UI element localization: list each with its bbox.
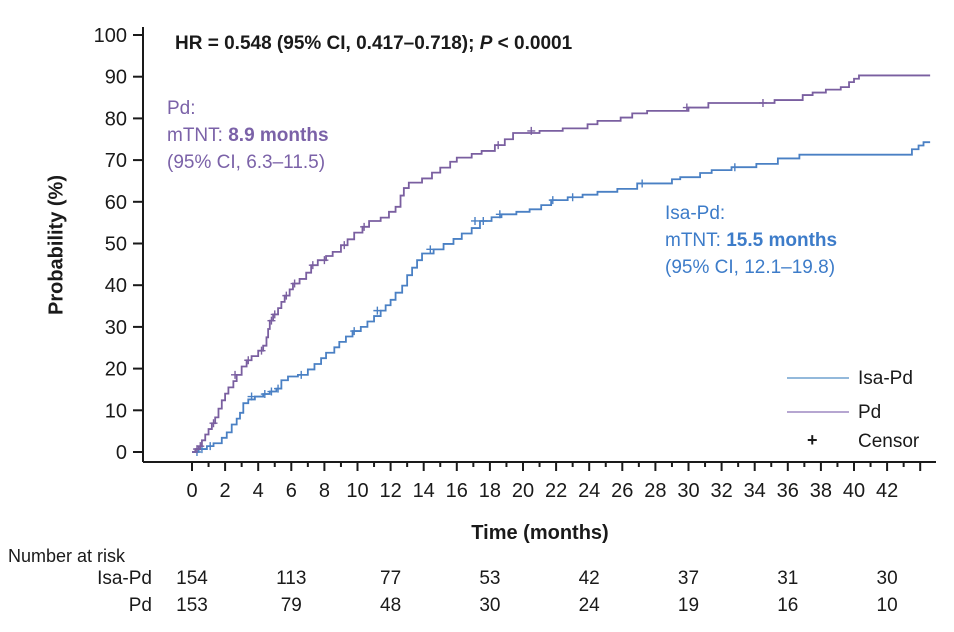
legend-line-pd	[787, 411, 849, 413]
x-tick-label: 18	[479, 480, 501, 502]
x-tick-label: 20	[512, 480, 534, 502]
risk-value: 77	[380, 568, 402, 589]
y-tick-label: 20	[105, 359, 127, 381]
x-axis: 0 2 4 6 8 10 12 14 16 18 20 22 24 26 28 30 32 34 36 38 40 42	[186, 462, 922, 502]
y-tick-label: 40	[105, 275, 127, 297]
risk-value: 30	[876, 568, 898, 589]
y-tick-label: 30	[105, 317, 127, 339]
risk-value: 113	[276, 568, 307, 589]
risk-value: 10	[876, 595, 898, 616]
pd-mtnt-value: 8.9 months	[228, 125, 329, 146]
x-tick-label: 28	[644, 480, 666, 502]
risk-value: 53	[479, 568, 501, 589]
y-axis-title: Probability (%)	[45, 174, 68, 316]
y-tick-label: 70	[105, 150, 127, 172]
p-symbol: P	[479, 33, 493, 54]
pd-mtnt-prefix: mTNT:	[167, 125, 229, 146]
x-tick-label: 2	[220, 480, 231, 502]
x-tick-label: 24	[578, 480, 600, 502]
x-tick-label: 4	[253, 480, 264, 502]
legend-line-isa-pd	[787, 377, 849, 379]
risk-value: 154	[176, 568, 208, 589]
x-tick-label: 30	[677, 480, 699, 502]
x-tick-label: 12	[379, 480, 401, 502]
x-tick-label: 26	[611, 480, 633, 502]
legend-label-censor: Censor	[858, 431, 920, 452]
pd-annotation-line1: Pd:	[167, 98, 196, 119]
x-tick-label: 32	[710, 480, 732, 502]
x-tick-label: 10	[346, 480, 368, 502]
p-value: < 0.0001	[492, 33, 573, 54]
risk-row-label-isa-pd: Isa-Pd	[97, 568, 152, 589]
x-tick-label: 22	[545, 480, 567, 502]
risk-value: 19	[677, 595, 700, 616]
risk-value: 37	[677, 568, 700, 589]
isa-pd-censor-marks	[192, 163, 739, 456]
risk-value: 16	[777, 595, 799, 616]
pd-censor-marks	[192, 98, 767, 454]
x-tick-label: 40	[843, 480, 865, 502]
pd-curve	[192, 74, 931, 453]
isa-pd-curve	[192, 141, 931, 453]
x-tick-label: 14	[413, 480, 435, 502]
risk-row-label-pd: Pd	[128, 595, 152, 616]
isa-pd-annotation-line3: (95% CI, 12.1–19.8)	[665, 257, 836, 278]
censor-plus-icon: +	[807, 430, 818, 450]
risk-value: 24	[578, 595, 600, 616]
y-tick-label: 80	[105, 108, 127, 130]
pd-annotation-line3: (95% CI, 6.3–11.5)	[167, 152, 326, 173]
x-tick-label: 6	[286, 480, 297, 502]
isa-pd-mtnt-prefix: mTNT:	[665, 230, 727, 251]
isa-pd-annotation-line1: Isa-Pd:	[665, 203, 726, 224]
x-tick-label: 16	[446, 480, 468, 502]
x-tick-label: 38	[810, 480, 832, 502]
x-tick-label: 34	[744, 480, 766, 502]
risk-value: 30	[479, 595, 501, 616]
pd-annotation: Pd: mTNT: 8.9 months (95% CI, 6.3–11.5)	[167, 95, 329, 176]
legend-label-isa-pd: Isa-Pd	[858, 368, 913, 389]
y-tick-label: 0	[116, 442, 127, 464]
risk-value: 48	[380, 595, 402, 616]
isa-pd-annotation: Isa-Pd: mTNT: 15.5 months (95% CI, 12.1–…	[665, 200, 837, 281]
legend-label-pd: Pd	[858, 402, 882, 423]
risk-value: 79	[280, 595, 302, 616]
hr-annotation: HR = 0.548 (95% CI, 0.417–0.718); P < 0.…	[175, 33, 572, 55]
y-tick-label: 50	[105, 234, 127, 256]
x-tick-label: 42	[876, 480, 898, 502]
y-axis: 0 10 20 30 40 50 60 70 80 90 100	[94, 25, 143, 464]
x-tick-label: 0	[186, 480, 197, 502]
x-tick-label: 36	[777, 480, 799, 502]
risk-value: 42	[578, 568, 600, 589]
isa-pd-annotation-line2: mTNT: 15.5 months	[665, 227, 837, 254]
hr-text: HR = 0.548 (95% CI, 0.417–0.718);	[175, 33, 480, 54]
risk-value: 153	[176, 595, 208, 616]
y-tick-label: 60	[105, 192, 127, 214]
y-tick-label: 10	[105, 400, 127, 422]
y-tick-label: 100	[94, 25, 127, 47]
risk-value: 31	[777, 568, 799, 589]
x-tick-label: 8	[319, 480, 330, 502]
pd-annotation-line2: mTNT: 8.9 months	[167, 122, 329, 149]
x-axis-title: Time (months)	[471, 522, 609, 544]
y-tick-label: 90	[105, 67, 127, 89]
risk-table-title: Number at risk	[8, 546, 126, 566]
isa-pd-mtnt-value: 15.5 months	[726, 230, 838, 251]
